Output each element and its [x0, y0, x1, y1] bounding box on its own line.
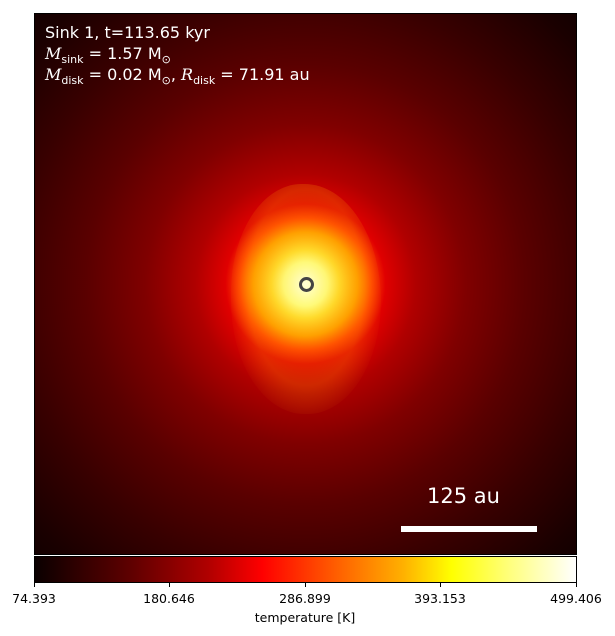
colorbar-label: temperature [K] [254, 610, 356, 625]
disk-label: Mdisk = 0.02 M⊙, Rdisk = 71.91 au [45, 65, 310, 88]
colorbar-tick [34, 583, 35, 587]
scale-bar [401, 526, 537, 532]
colorbar-tick-label: 180.646 [143, 591, 195, 606]
colorbar-tick-label: 74.393 [12, 591, 56, 606]
colorbar-tick [305, 583, 306, 587]
scale-bar-label: 125 au [427, 484, 500, 508]
sink-mass-label: Msink = 1.57 M⊙ [45, 44, 171, 67]
colorbar-tick [576, 583, 577, 587]
colorbar [34, 556, 577, 583]
sink-marker [299, 277, 314, 292]
colorbar-tick [169, 583, 170, 587]
colorbar-tick-label: 286.899 [279, 591, 331, 606]
colorbar-tick-label: 393.153 [414, 591, 466, 606]
title-label: Sink 1, t=113.65 kyr [45, 23, 210, 42]
temperature-map: Sink 1, t=113.65 kyr Msink = 1.57 M⊙ Mdi… [34, 13, 577, 555]
colorbar-tick [440, 583, 441, 587]
disk-glow [231, 184, 381, 414]
colorbar-tick-label: 499.406 [550, 591, 602, 606]
